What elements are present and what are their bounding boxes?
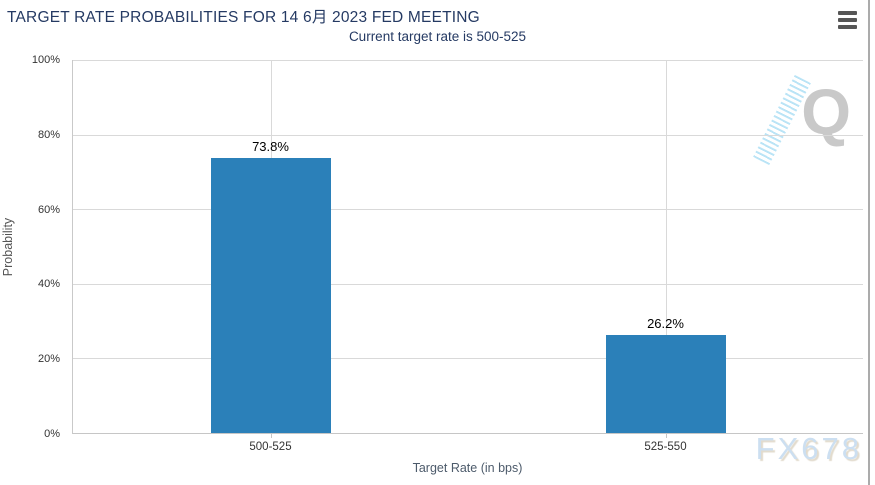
probability-bar-525-550[interactable] [605,335,726,433]
chart-title: TARGET RATE PROBABILITIES FOR 14 6月 2023… [7,9,480,26]
y-axis-tick-label: 0% [44,428,60,440]
y-gridline [73,209,863,211]
x-gridline [665,60,667,433]
y-axis-tick-label: 20% [37,353,60,366]
y-gridline [73,134,863,136]
hamburger-bar [838,25,857,29]
y-axis-tick-label: 60% [37,203,60,216]
probability-bar-500-525[interactable] [210,157,331,433]
x-axis-category-label: 500-525 [249,441,292,453]
y-gridline [73,60,863,61]
x-axis-tick [270,433,272,438]
bar-value-label: 26.2% [647,316,684,332]
chart-subtitle: Current target rate is 500-525 [348,29,527,44]
y-gridline [73,358,863,360]
x-axis-tick [665,433,667,438]
x-axis-category-label: 525-550 [644,441,687,453]
plot-area: 73.8% 500-525 26.2% 525-550 [72,60,863,453]
y-axis-tick-label: 40% [37,278,60,291]
y-gridline [73,283,863,285]
hamburger-bar [838,18,857,22]
x-axis-title: Target Rate (in bps) [412,461,523,475]
fx678-watermark: FX678 [755,431,862,466]
right-edge-border [868,0,870,485]
y-axis-tick-label: 100% [31,54,60,66]
hamburger-bar [838,11,857,15]
y-axis-tick-label: 80% [37,128,60,141]
y-axis-labels: 0% 20% 40% 60% 80% 100% [0,54,66,440]
hamburger-menu-icon[interactable] [838,11,858,29]
bar-value-label: 73.8% [252,138,289,154]
